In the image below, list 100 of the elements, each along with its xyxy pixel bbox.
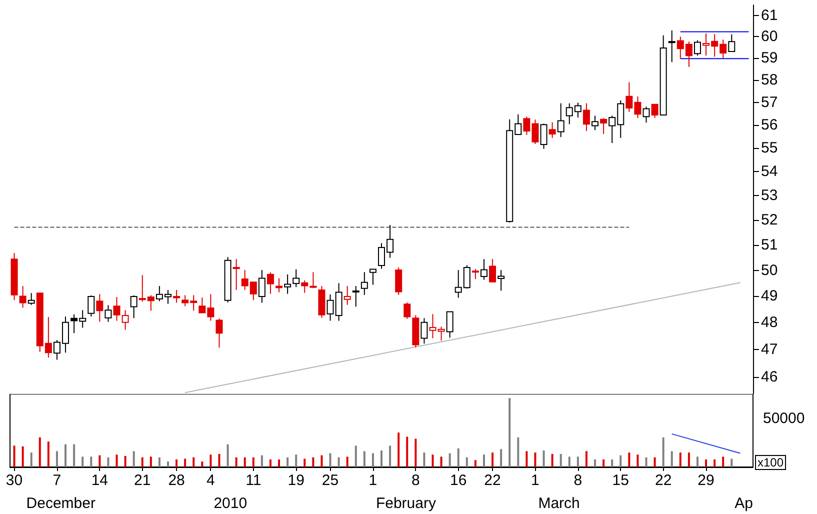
candlestick [173, 289, 180, 304]
x-tick-label: 4 [206, 472, 215, 489]
bar [90, 456, 92, 467]
bar [620, 455, 622, 467]
bar [235, 457, 238, 467]
candlestick [557, 102, 564, 138]
bar [534, 452, 536, 467]
x-tick-label: 19 [288, 472, 304, 489]
y-tick-label: 49 [761, 288, 778, 305]
candlestick [548, 122, 556, 138]
bar [338, 457, 340, 467]
candlestick [404, 302, 411, 320]
candlestick [352, 286, 360, 308]
bar [594, 459, 596, 467]
candlestick [498, 270, 505, 292]
candlestick [540, 123, 548, 150]
candlestick [472, 268, 479, 280]
bar [304, 458, 306, 467]
candlestick [19, 286, 26, 308]
x-tick-label: 21 [134, 472, 151, 489]
bar [517, 437, 520, 467]
candlestick [651, 104, 658, 118]
bar [457, 448, 460, 467]
x-tick-label: 7 [52, 472, 62, 489]
bar [22, 446, 24, 467]
candlestick [668, 30, 676, 63]
bar [286, 457, 289, 467]
bar [500, 449, 502, 467]
bar [670, 451, 673, 467]
text: 50000 [763, 410, 805, 427]
y-tick-label: 60 [761, 28, 778, 46]
text: 2010 [214, 495, 248, 512]
bar [98, 455, 101, 467]
x-tick-label: 30 [6, 472, 23, 489]
candlestick [592, 115, 599, 131]
y-tick-label: 52 [761, 212, 778, 229]
bar [132, 451, 135, 467]
bar [278, 459, 280, 467]
bar [380, 450, 382, 467]
text: Ap [734, 495, 754, 512]
x-tick-label: 25 [322, 472, 339, 489]
bar [210, 454, 212, 467]
y-tick-label: 55 [761, 140, 778, 157]
text: December [26, 495, 96, 512]
y-tick-label: 47 [761, 341, 778, 358]
bar [252, 457, 254, 467]
bar [414, 438, 417, 467]
bar [30, 452, 32, 467]
bar [176, 459, 178, 467]
x-tick-label: 16 [450, 472, 467, 489]
candlestick [642, 106, 650, 124]
candlestick [130, 294, 138, 319]
bar [82, 456, 84, 467]
bar [662, 437, 664, 467]
bar [560, 454, 562, 467]
bar [218, 454, 220, 467]
y-tick-label: 61 [761, 6, 778, 24]
bar [226, 444, 229, 467]
candlestick [360, 272, 368, 296]
y-tick-label: 56 [761, 116, 778, 134]
bar [611, 459, 614, 467]
bar [398, 432, 400, 467]
x-tick-label: 22 [654, 472, 672, 489]
x-tick-label: 8 [574, 472, 582, 489]
bar [679, 452, 682, 467]
bar [166, 461, 169, 467]
bar [714, 459, 716, 467]
candlestick [216, 318, 223, 348]
bar [38, 437, 41, 467]
bar [13, 446, 16, 467]
bar [551, 454, 554, 467]
x-tick-label: 11 [246, 472, 262, 489]
bar [158, 457, 160, 467]
bar [150, 456, 152, 467]
bar [542, 450, 545, 467]
x-tick-label: 1 [531, 472, 540, 489]
bar [730, 458, 733, 467]
bar [474, 460, 476, 467]
candlestick [728, 34, 736, 52]
bar [312, 457, 314, 467]
bar [363, 451, 366, 467]
bar [423, 452, 426, 467]
candlestick [369, 268, 376, 286]
bar [568, 456, 570, 467]
bar [576, 456, 579, 467]
bar [372, 453, 374, 467]
bar [602, 459, 605, 467]
bar [56, 451, 58, 467]
bar [389, 446, 392, 467]
candlestick [258, 270, 266, 304]
bar [192, 457, 195, 467]
candlestick [600, 118, 608, 135]
candlestick [232, 258, 240, 290]
bar [688, 452, 690, 467]
bar [73, 444, 76, 467]
candlestick [104, 304, 112, 322]
y-tick-label: 54 [761, 163, 778, 180]
bar [432, 454, 434, 467]
candlestick [395, 266, 402, 296]
bar [184, 458, 186, 467]
